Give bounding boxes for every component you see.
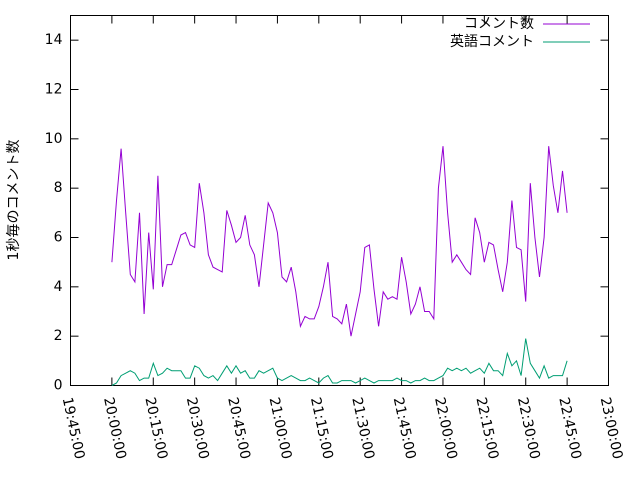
x-tick-label: 20:15:00 [141, 396, 170, 461]
y-tick-label: 4 [54, 279, 63, 295]
x-tick-label: 23:00:00 [597, 396, 626, 461]
legend-label: 英語コメント [450, 33, 534, 50]
x-tick-label: 22:00:00 [431, 396, 460, 461]
x-tick-label: 21:30:00 [348, 396, 377, 461]
x-tick-label: 21:45:00 [390, 396, 419, 461]
series-line [111, 146, 568, 337]
y-tick-label: 2 [54, 328, 63, 344]
plot-border [70, 15, 609, 386]
x-tick-label: 22:15:00 [473, 396, 502, 461]
x-tick-label: 20:30:00 [183, 396, 212, 461]
legend-label: コメント数 [464, 16, 534, 32]
y-tick-label: 14 [45, 32, 63, 48]
y-tick-label: 6 [54, 230, 63, 246]
x-tick-label: 22:45:00 [555, 396, 584, 461]
y-tick-label: 8 [54, 180, 63, 196]
x-tick-label: 20:00:00 [100, 396, 129, 461]
y-axis-label: 1秒毎のコメント数 [6, 140, 22, 261]
x-tick-label: 19:45:00 [59, 396, 88, 461]
series-line [111, 338, 568, 386]
y-tick-label: 12 [45, 82, 63, 98]
x-tick-label: 22:30:00 [514, 396, 543, 461]
y-tick-label: 10 [45, 131, 63, 147]
y-tick-label: 0 [54, 378, 63, 394]
x-tick-label: 21:15:00 [307, 396, 336, 461]
x-tick-label: 20:45:00 [224, 396, 253, 461]
x-tick-label: 21:00:00 [266, 396, 295, 461]
